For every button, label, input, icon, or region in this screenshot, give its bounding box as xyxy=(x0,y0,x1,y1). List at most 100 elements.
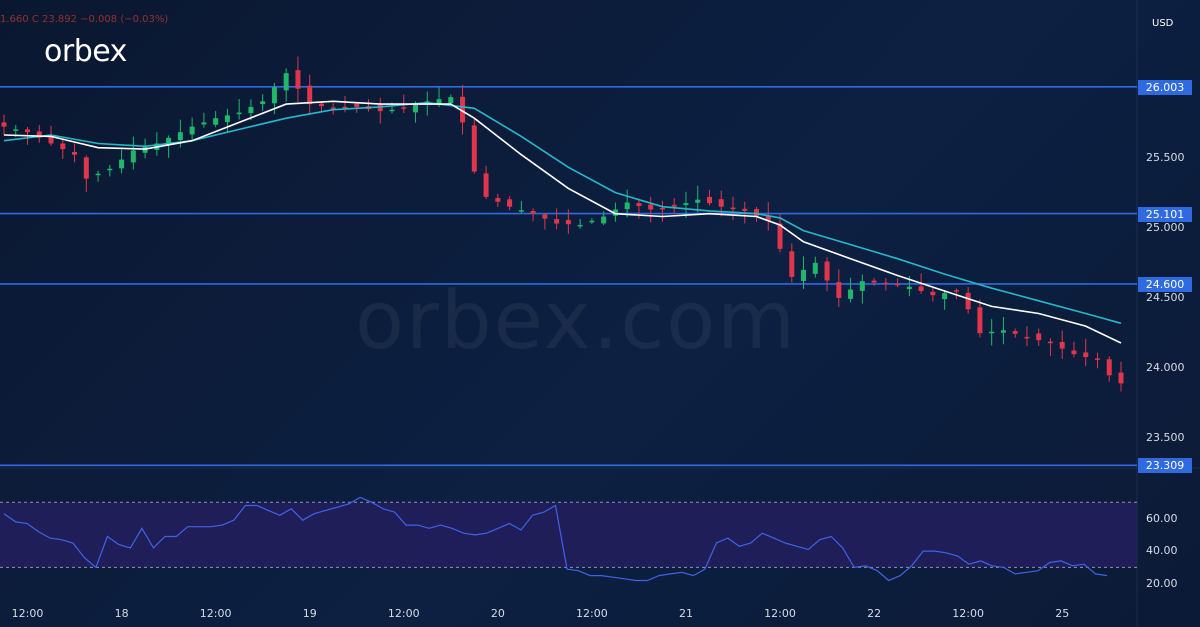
candle-body-29 xyxy=(342,106,348,109)
time-tick-label: 12:00 xyxy=(387,607,420,620)
currency-label: USD xyxy=(1152,18,1174,29)
candle-body-54 xyxy=(636,203,642,206)
candle-body-10 xyxy=(119,159,125,169)
candle-body-57 xyxy=(671,204,677,207)
candle-body-42 xyxy=(495,198,501,202)
candle-body-51 xyxy=(601,216,607,224)
candle-body-16 xyxy=(189,126,195,135)
candle-body-0 xyxy=(1,122,7,127)
candle-body-84 xyxy=(989,331,995,334)
time-tick-label: 22 xyxy=(867,607,882,620)
level-price-tag: 25.101 xyxy=(1138,206,1192,222)
candle-body-17 xyxy=(201,122,207,125)
candle-body-73 xyxy=(859,281,865,291)
ohlc-info: 1.660 C 23.892 −0.008 (−0.03%) xyxy=(0,14,169,25)
candle-body-55 xyxy=(648,204,654,210)
candle-body-2 xyxy=(25,129,31,133)
time-tick-label: 18 xyxy=(114,607,129,620)
candle-body-67 xyxy=(789,251,795,277)
ma-fast-line xyxy=(3,100,1122,344)
candle-body-82 xyxy=(965,292,971,310)
price-tick-label: 23.500 xyxy=(1146,431,1185,445)
candle-body-75 xyxy=(883,282,889,285)
candle-body-7 xyxy=(83,157,89,179)
candle-body-18 xyxy=(213,118,219,125)
candle-body-38 xyxy=(448,97,454,104)
candle-body-11 xyxy=(130,150,136,163)
candle-body-65 xyxy=(765,216,771,221)
candle-body-43 xyxy=(507,199,513,207)
candle-body-66 xyxy=(777,223,783,249)
oscillator-line xyxy=(3,496,1108,582)
candle-body-81 xyxy=(953,290,959,292)
price-tick-label: 24.500 xyxy=(1146,291,1185,304)
candle-body-24 xyxy=(283,73,289,91)
candle-body-22 xyxy=(260,101,266,105)
oscillator-tick-label: 40.00 xyxy=(1146,544,1178,558)
candle-body-35 xyxy=(413,104,419,113)
candle-body-80 xyxy=(942,293,948,300)
candle-body-77 xyxy=(906,286,912,290)
time-tick-label: 12:00 xyxy=(11,607,44,620)
candle-body-19 xyxy=(224,115,230,122)
price-tick-label: 25.500 xyxy=(1146,150,1185,164)
oscillator-tick-label: 60.00 xyxy=(1146,511,1178,525)
candle-body-4 xyxy=(48,135,54,144)
candle-body-32 xyxy=(377,104,383,112)
time-tick-label: 12:00 xyxy=(199,607,232,620)
orbex-logo: orbex xyxy=(44,34,127,69)
candle-body-6 xyxy=(72,151,78,155)
candle-body-87 xyxy=(1024,336,1030,339)
level-price-tag: 26.003 xyxy=(1138,79,1192,95)
candle-body-79 xyxy=(930,291,936,296)
candle-body-27 xyxy=(318,103,324,107)
candle-body-89 xyxy=(1047,341,1053,344)
candle-body-74 xyxy=(871,280,877,283)
candle-body-40 xyxy=(471,125,477,172)
candle-body-86 xyxy=(1012,331,1018,334)
candle-body-64 xyxy=(754,209,760,216)
candle-body-78 xyxy=(918,286,924,291)
candle-body-83 xyxy=(977,307,983,334)
candle-body-63 xyxy=(742,208,748,211)
candle-body-3 xyxy=(36,131,42,138)
oscillator-band xyxy=(0,502,1137,568)
candle-body-56 xyxy=(659,207,665,210)
candle-body-5 xyxy=(60,143,66,150)
candle-body-25 xyxy=(295,70,301,89)
candle-body-23 xyxy=(271,87,277,104)
candle-body-21 xyxy=(248,106,254,114)
candle-body-71 xyxy=(836,282,842,299)
candle-body-50 xyxy=(589,220,595,223)
candle-body-49 xyxy=(577,224,583,227)
candle-body-1 xyxy=(13,129,19,131)
candle-body-46 xyxy=(542,214,548,219)
candle-body-20 xyxy=(236,112,242,115)
candle-body-41 xyxy=(483,173,489,197)
candle-body-61 xyxy=(718,199,724,207)
candle-body-62 xyxy=(730,207,736,210)
candle-body-44 xyxy=(518,210,524,212)
price-tick-label: 25.000 xyxy=(1146,220,1185,234)
candle-body-85 xyxy=(1000,330,1006,333)
time-tick-label: 12:00 xyxy=(952,607,984,620)
candle-body-93 xyxy=(1094,358,1100,360)
level-price-tag: 23.309 xyxy=(1138,458,1192,474)
candle-body-60 xyxy=(706,196,712,204)
candle-body-91 xyxy=(1071,350,1077,355)
candle-body-33 xyxy=(389,109,395,112)
candle-body-95 xyxy=(1118,372,1124,384)
candle-body-52 xyxy=(612,209,618,216)
candle-body-28 xyxy=(330,107,336,109)
time-tick-label: 20 xyxy=(490,607,505,620)
candle-body-45 xyxy=(530,211,536,214)
candle-body-34 xyxy=(401,107,407,109)
time-tick-label: 12:00 xyxy=(764,607,796,620)
candle-body-72 xyxy=(848,289,854,299)
candle-body-70 xyxy=(824,261,830,281)
candle-body-58 xyxy=(683,203,689,205)
candle-body-30 xyxy=(354,103,360,107)
time-tick-label: 25 xyxy=(1055,607,1070,620)
